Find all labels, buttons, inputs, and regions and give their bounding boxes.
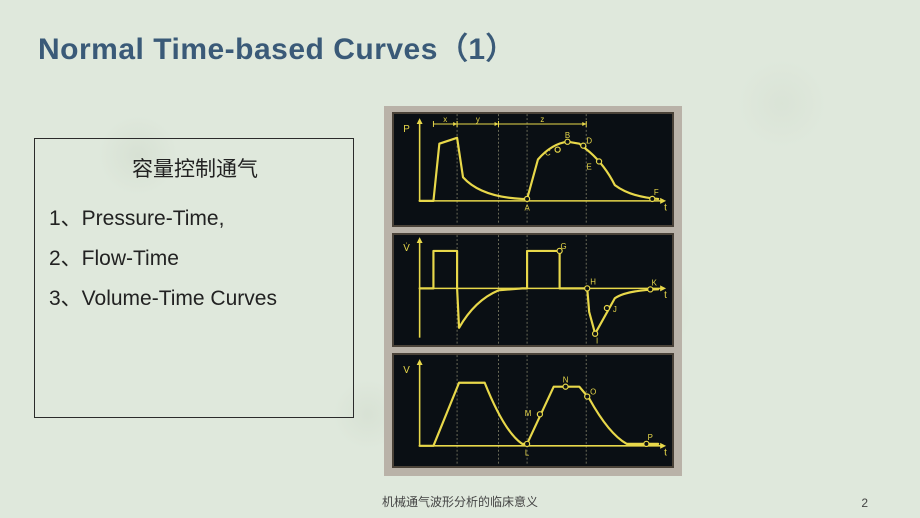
charts-frame: x y z Pt A B C D E F V̇ t G H I J K Vt L M N O P xyxy=(384,106,682,476)
svg-text:z: z xyxy=(540,115,544,124)
volume-time-chart: Vt L M N O P xyxy=(394,355,672,466)
slide-title: Normal Time-based Curves（1） xyxy=(38,24,516,68)
svg-text:G: G xyxy=(560,242,566,251)
list-item: 3、Volume-Time Curves xyxy=(49,279,341,319)
svg-text:y: y xyxy=(476,115,480,124)
list-item: 1、Pressure-Time, xyxy=(49,199,341,239)
pressure-time-panel: x y z Pt A B C D E F xyxy=(392,112,674,227)
box-heading: 容量控制通气 xyxy=(49,153,341,183)
svg-text:M: M xyxy=(525,410,532,419)
svg-text:D: D xyxy=(586,137,592,146)
svg-text:B: B xyxy=(565,131,570,140)
svg-text:K: K xyxy=(652,278,658,287)
svg-text:F: F xyxy=(654,188,659,197)
svg-text:C: C xyxy=(545,149,551,158)
volume-time-panel: Vt L M N O P xyxy=(392,353,674,468)
pressure-time-chart: x y z Pt A B C D E F xyxy=(394,114,672,225)
svg-text:t: t xyxy=(664,290,667,301)
flow-time-chart: V̇ t G H I J K xyxy=(394,235,672,346)
svg-text:J: J xyxy=(613,305,617,314)
svg-text:V: V xyxy=(403,365,410,376)
svg-text:N: N xyxy=(563,376,569,385)
svg-text:O: O xyxy=(590,388,596,397)
svg-text:I: I xyxy=(596,336,598,345)
svg-text:P: P xyxy=(648,433,653,442)
svg-text:H: H xyxy=(590,277,596,286)
footer-caption: 机械通气波形分析的临床意义 xyxy=(0,493,920,510)
svg-text:V̇: V̇ xyxy=(403,242,410,253)
svg-text:x: x xyxy=(443,115,447,124)
svg-text:A: A xyxy=(524,204,530,213)
flow-time-panel: V̇ t G H I J K xyxy=(392,233,674,348)
svg-text:t: t xyxy=(664,203,667,214)
page-number: 2 xyxy=(861,496,868,510)
svg-text:t: t xyxy=(664,448,667,459)
svg-text:P: P xyxy=(403,124,410,135)
content-box: 容量控制通气 1、Pressure-Time, 2、Flow-Time 3、Vo… xyxy=(34,138,354,418)
svg-text:L: L xyxy=(525,449,530,458)
list-item: 2、Flow-Time xyxy=(49,239,341,279)
svg-text:E: E xyxy=(587,162,592,171)
